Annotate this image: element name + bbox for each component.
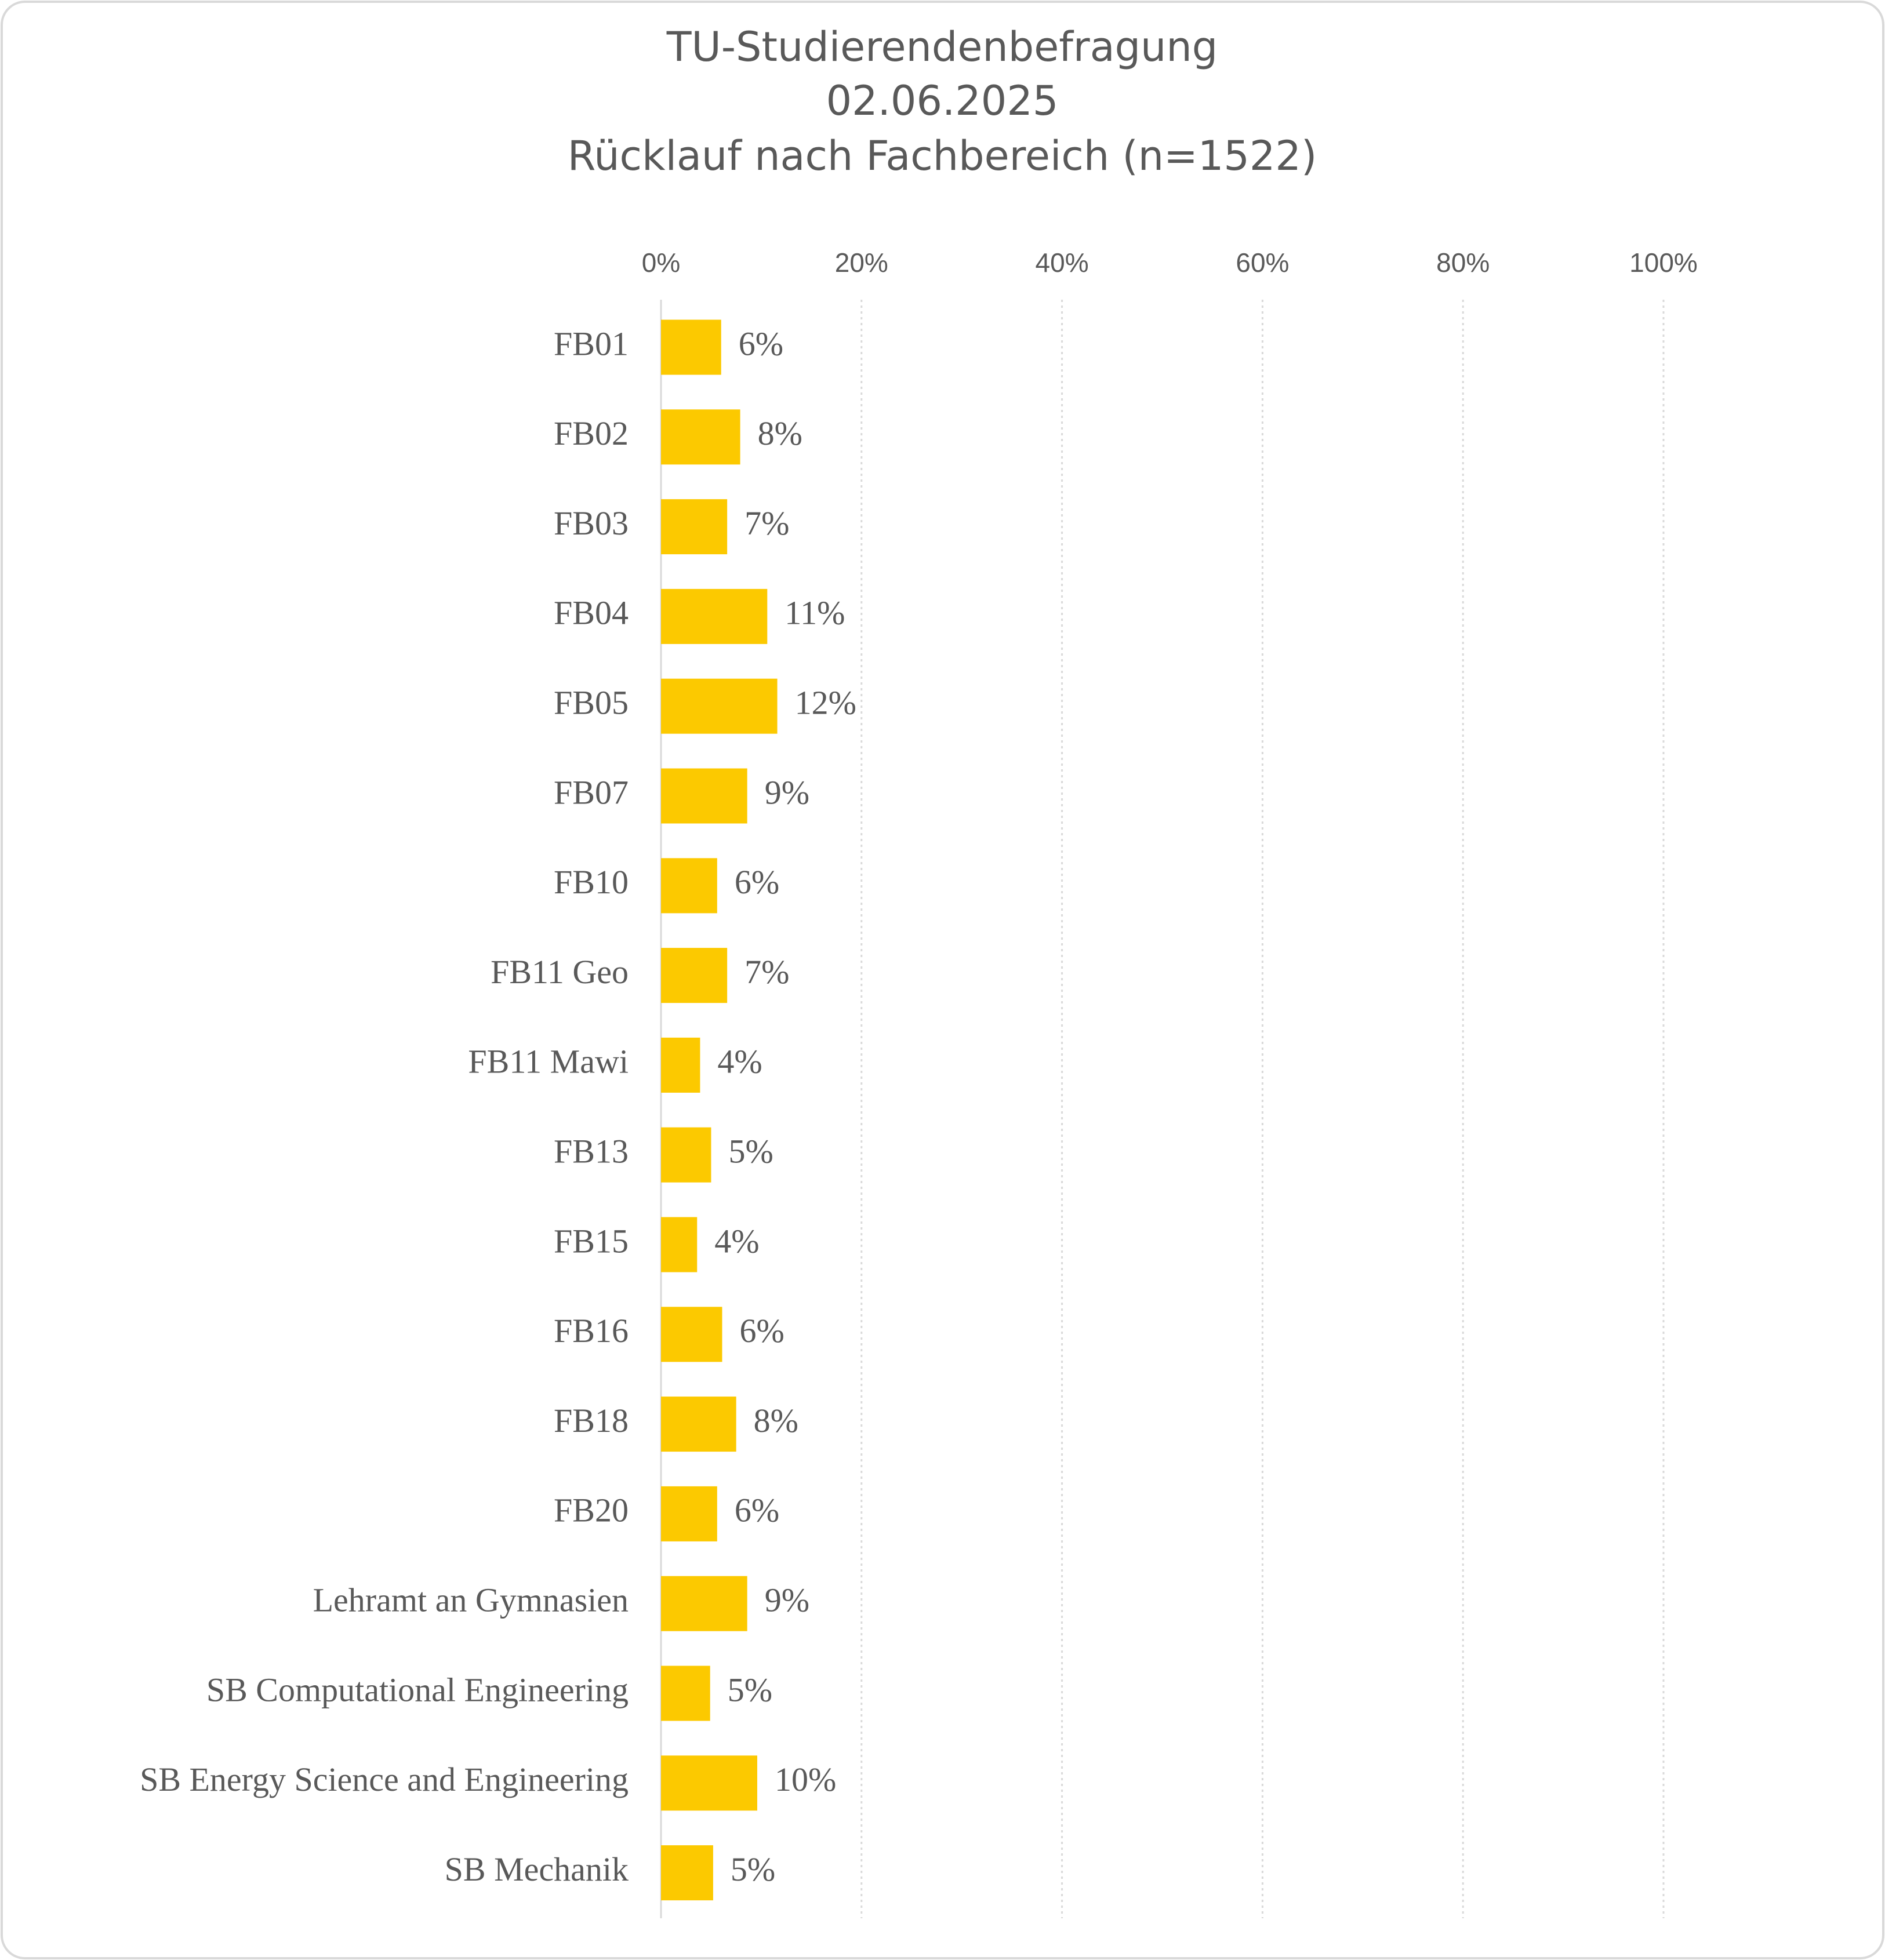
y-tick-label: FB18 [554,1402,629,1439]
bar [661,1037,700,1093]
data-label: 12% [795,684,856,722]
data-label: 9% [765,773,809,811]
data-label: 6% [735,863,779,901]
y-tick-label: FB11 Geo [491,953,629,991]
data-label: 5% [728,1671,772,1708]
data-label: 8% [754,1402,798,1439]
x-tick-label: 100% [1629,248,1698,278]
bar [661,499,728,555]
data-label: 6% [739,1312,784,1350]
y-tick-label: FB10 [554,863,629,901]
chart-title: Rücklauf nach Fachbereich (n=1522) [568,132,1317,180]
y-tick-label: FB07 [554,773,629,811]
y-tick-label: FB02 [554,414,629,452]
bar [661,1576,747,1631]
y-tick-label: SB Computational Engineering [206,1671,629,1708]
y-tick-label: FB03 [554,504,629,542]
data-label: 6% [735,1492,779,1529]
bar [661,588,768,644]
y-tick-label: Lehramt an Gymnasien [313,1581,629,1619]
data-label: 6% [739,325,783,362]
x-tick-label: 60% [1236,248,1289,278]
bar [661,1666,710,1721]
y-tick-label: FB11 Mawi [468,1043,629,1081]
bar [661,409,740,465]
data-label: 7% [744,504,789,542]
bar [661,1486,717,1541]
data-label: 4% [717,1043,762,1081]
data-label: 7% [744,953,789,991]
y-tick-label: FB01 [554,325,629,362]
data-label: 5% [731,1850,775,1888]
bar [661,1127,711,1183]
bar [661,1845,713,1901]
bar [661,1397,736,1452]
x-tick-label: 0% [642,248,680,278]
y-tick-label: FB05 [554,684,629,722]
data-label: 4% [714,1222,759,1260]
y-tick-label: FB04 [554,594,629,632]
data-label: 11% [784,594,845,632]
y-tick-label: FB16 [554,1312,629,1350]
y-tick-label: SB Mechanik [445,1850,629,1888]
bar [661,678,778,734]
y-tick-label: FB13 [554,1133,629,1170]
y-tick-label: FB15 [554,1222,629,1260]
bar [661,319,721,375]
x-tick-label: 80% [1436,248,1490,278]
bar [661,1307,722,1362]
x-tick-label: 40% [1036,248,1089,278]
bar [661,858,717,914]
y-tick-label: SB Energy Science and Engineering [140,1761,629,1798]
chart-title: 02.06.2025 [826,77,1059,125]
data-label: 8% [758,414,802,452]
chart-title: TU-Studierendenbefragung [666,23,1218,71]
bar [661,1217,698,1272]
y-tick-label: FB20 [554,1492,629,1529]
bar [661,768,747,824]
x-tick-label: 20% [835,248,888,278]
data-label: 5% [728,1133,773,1170]
bar [661,948,728,1003]
data-label: 10% [775,1761,836,1798]
data-label: 9% [765,1581,809,1619]
bar [661,1755,757,1811]
